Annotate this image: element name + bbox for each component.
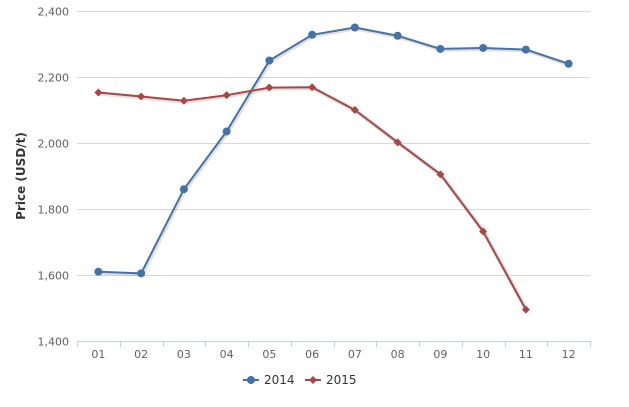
data-point[interactable] bbox=[393, 138, 402, 147]
legend-item-2015[interactable]: 2015 bbox=[305, 373, 357, 387]
data-point[interactable] bbox=[521, 305, 530, 314]
series-layer bbox=[94, 23, 573, 314]
data-point[interactable] bbox=[350, 106, 359, 114]
data-point[interactable] bbox=[137, 92, 146, 101]
data-point[interactable] bbox=[308, 30, 317, 39]
y-tick-label: 1,800 bbox=[38, 204, 70, 217]
x-tick-label: 06 bbox=[305, 348, 319, 361]
data-point[interactable] bbox=[265, 83, 274, 92]
y-tick-label: 2,200 bbox=[38, 72, 70, 85]
y-tick-label: 1,400 bbox=[38, 336, 70, 349]
legend[interactable]: 2014 2015 bbox=[243, 373, 357, 387]
x-tick-label: 09 bbox=[433, 348, 447, 361]
y-axis-label: Price (USD/t) bbox=[14, 132, 28, 220]
x-tick-label: 05 bbox=[262, 348, 276, 361]
series-line-shadow bbox=[99, 86, 529, 312]
legend-label: 2014 bbox=[264, 373, 295, 387]
x-tick-label: 10 bbox=[476, 348, 490, 361]
data-point[interactable] bbox=[308, 83, 317, 92]
y-tick-label: 2,400 bbox=[38, 6, 70, 19]
data-point[interactable] bbox=[265, 56, 274, 65]
data-point[interactable] bbox=[179, 185, 188, 194]
data-point[interactable] bbox=[564, 59, 573, 68]
legend-marker bbox=[247, 376, 255, 384]
data-point[interactable] bbox=[222, 127, 231, 136]
series-2015[interactable] bbox=[94, 83, 530, 314]
series-line-shadow bbox=[99, 26, 571, 277]
data-point[interactable] bbox=[94, 88, 103, 97]
data-point[interactable] bbox=[350, 23, 359, 32]
axes: 1,400 1,600 1,800 2,000 2,200 2,400 01 02 03 04 05… bbox=[38, 6, 591, 361]
series-2014[interactable] bbox=[94, 23, 573, 278]
grid-lines bbox=[77, 11, 590, 342]
data-point[interactable] bbox=[137, 269, 146, 278]
legend-item-2014[interactable]: 2014 bbox=[243, 373, 295, 387]
x-tick-label: 07 bbox=[348, 348, 362, 361]
y-tick-label: 2,000 bbox=[38, 138, 70, 151]
x-tick-label: 02 bbox=[134, 348, 148, 361]
data-point[interactable] bbox=[479, 227, 488, 236]
y-tick-label: 1,600 bbox=[38, 270, 70, 283]
data-point[interactable] bbox=[521, 45, 530, 54]
data-point[interactable] bbox=[222, 91, 231, 100]
data-point[interactable] bbox=[179, 96, 188, 105]
x-tick-label: 11 bbox=[519, 348, 533, 361]
data-point[interactable] bbox=[94, 267, 103, 276]
data-point[interactable] bbox=[479, 43, 488, 52]
data-point[interactable] bbox=[393, 31, 402, 40]
series-line bbox=[98, 86, 527, 311]
x-tick-label: 04 bbox=[220, 348, 234, 361]
x-tick-label: 03 bbox=[177, 348, 191, 361]
data-point[interactable] bbox=[436, 44, 445, 53]
x-tick-label: 12 bbox=[562, 348, 576, 361]
series-line bbox=[98, 26, 569, 275]
legend-marker bbox=[309, 376, 317, 384]
legend-label: 2015 bbox=[326, 373, 357, 387]
x-tick-label: 01 bbox=[91, 348, 105, 361]
data-point[interactable] bbox=[436, 170, 445, 179]
x-tick-label: 08 bbox=[391, 348, 405, 361]
